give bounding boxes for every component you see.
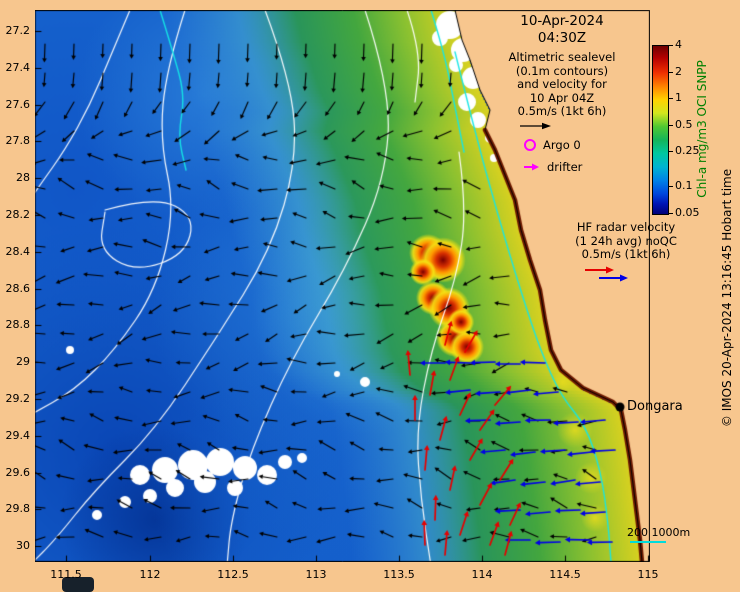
x-axis-tick-label: 113.5: [383, 568, 415, 581]
drifter-legend-row: drifter: [524, 160, 582, 174]
argo-marker-icon: [524, 139, 536, 151]
date-label: 10-Apr-2024: [520, 13, 604, 29]
legend-line: Altimetric sealevel: [508, 50, 616, 64]
y-axis-tick-label: 29.6: [5, 466, 31, 479]
y-axis-tick-label: 27.2: [5, 24, 31, 37]
colorbar-title: Chl-a mg/m3 OCI SNPP: [695, 60, 709, 198]
chlorophyll-map-canvas: [35, 10, 650, 562]
drifter-arrow-icon: [524, 163, 539, 171]
y-axis-tick-label: 28.4: [5, 245, 31, 258]
hf-legend-line: (1 24h avg) noQC: [575, 233, 677, 248]
y-axis-tick-label: 28: [16, 171, 30, 184]
bathymetry-contour-sample-line: [630, 541, 666, 543]
time-label: 04:30Z: [537, 30, 587, 46]
colorbar-tick-label: 1: [675, 91, 682, 105]
x-axis-tick-label: 112: [139, 568, 161, 581]
bathymetry-scale-label: 200 1000m: [627, 526, 691, 539]
hf-radar-legend-text: HF radar velocity (1 24h avg) noQC 0.5m/…: [569, 220, 683, 262]
drifter-label: drifter: [547, 160, 583, 174]
colorbar-tick: [669, 186, 673, 188]
y-axis-tick-label: 28.2: [5, 208, 31, 221]
altimetry-legend-text: Altimetric sealevel (0.1m contours) and …: [487, 50, 637, 119]
argo-legend-row: Argo 0: [524, 138, 581, 152]
x-axis-tick-label: 114.5: [549, 568, 581, 581]
legend-line: 10 Apr 04Z: [529, 90, 595, 105]
corner-logo: [62, 577, 94, 592]
colorbar-tick-label: 2: [675, 64, 682, 78]
copyright-text: © IMOS 20-Apr-2024 13:16:45 Hobart time: [720, 168, 734, 428]
bathymetry-scale-legend: 200 1000m: [627, 526, 690, 543]
hf-legend-line: HF radar velocity: [576, 220, 676, 234]
x-axis-tick-label: 111.5: [50, 568, 82, 581]
y-axis-tick-label: 28.6: [5, 282, 31, 295]
velocity-scale-arrow-icon: [520, 122, 551, 130]
y-axis-tick-label: 30: [16, 539, 30, 552]
colorbar-tick-label: 0.1: [675, 179, 693, 193]
x-axis-tick-label: 113: [305, 568, 327, 581]
colorbar-tick: [669, 151, 673, 153]
x-axis-tick-label: 115: [637, 568, 659, 581]
colorbar-tick: [669, 45, 673, 46]
colorbar-tick-label: 0.5: [675, 117, 693, 131]
hf-legend-line: 0.5m/s (1kt 6h): [581, 247, 671, 261]
y-axis-tick-label: 29.2: [5, 392, 31, 405]
x-axis-tick-label: 114: [471, 568, 493, 581]
colorbar-tick-label: 0.05: [675, 206, 700, 219]
colorbar-tick: [669, 71, 673, 73]
timestamp-block: 10-Apr-2024 04:30Z: [487, 13, 637, 47]
colorbar-tick-label: 0.25: [675, 144, 700, 158]
y-axis-tick-label: 27.6: [5, 98, 31, 111]
y-axis-tick-label: 29.8: [5, 502, 31, 515]
legend-line: 0.5m/s (1kt 6h): [517, 104, 607, 118]
colorbar-tick: [669, 213, 673, 214]
colorbar-tick-label: 4: [675, 38, 682, 51]
hf-blue-arrow-icon: [599, 274, 628, 282]
y-axis-tick-label: 29.4: [5, 429, 31, 442]
colorbar-tick: [669, 98, 673, 100]
legend-line: (0.1m contours): [515, 63, 609, 78]
place-label-dongara: Dongara: [627, 399, 683, 414]
hf-red-arrow-icon: [585, 266, 614, 274]
colorbar-tick: [669, 124, 673, 126]
hf-radar-scale-arrows: [585, 266, 628, 282]
colorbar: [652, 45, 669, 215]
map-plot-area: Dongara: [35, 10, 683, 562]
y-axis-tick-label: 28.8: [5, 318, 31, 331]
y-axis-tick-label: 27.4: [5, 61, 31, 74]
y-axis-tick-label: 29: [16, 355, 30, 368]
y-axis-tick-label: 27.8: [5, 134, 31, 147]
argo-label: Argo 0: [543, 138, 581, 152]
legend-line: and velocity for: [517, 77, 607, 91]
x-axis-tick-label: 112.5: [217, 568, 249, 581]
